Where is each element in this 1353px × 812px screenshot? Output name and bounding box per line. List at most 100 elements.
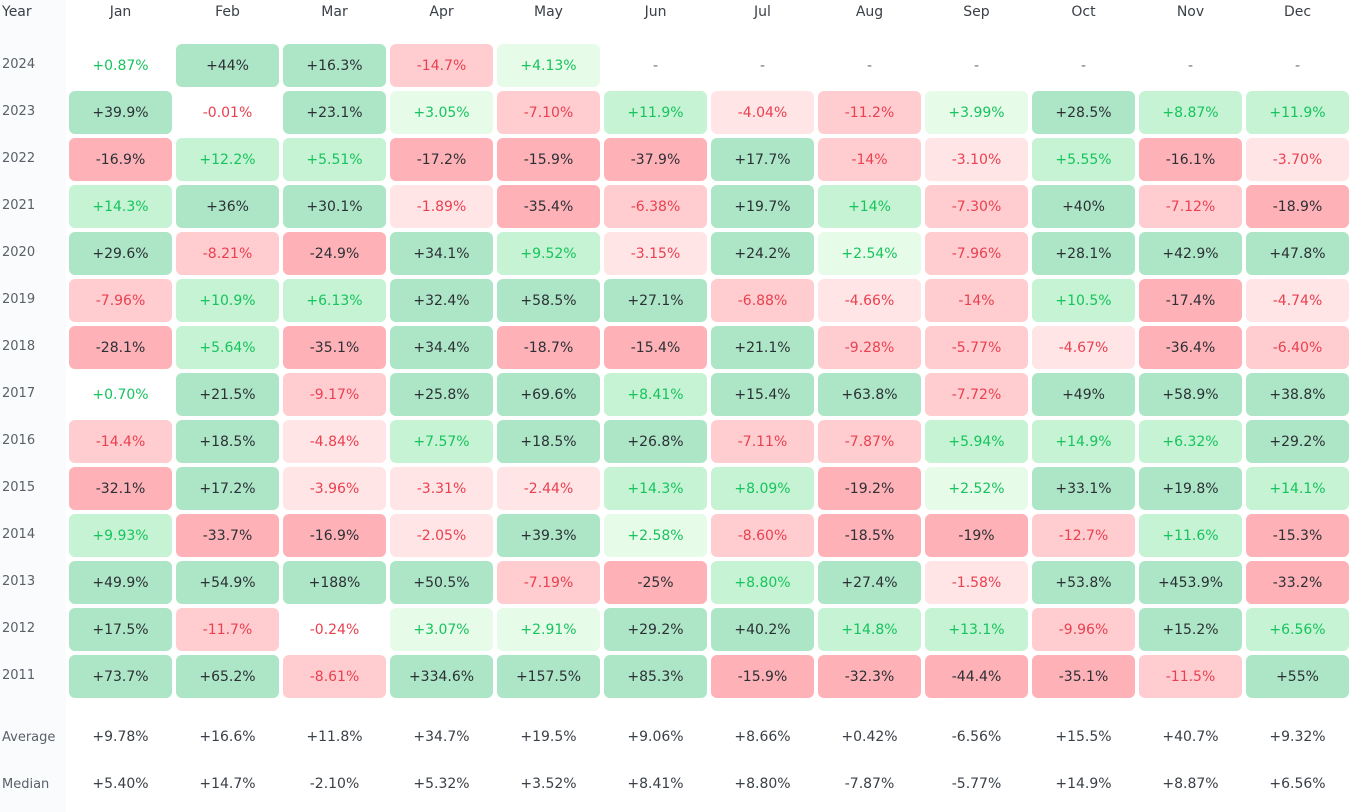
cell-2020-may[interactable]: +9.52% [497, 232, 600, 275]
cell-2018-may[interactable]: -18.7% [497, 326, 600, 369]
cell-2024-jun[interactable]: - [652, 57, 659, 74]
cell-2021-dec[interactable]: -18.9% [1246, 185, 1349, 228]
cell-2012-dec[interactable]: +6.56% [1246, 608, 1349, 651]
cell-2023-jul[interactable]: -4.04% [711, 91, 814, 134]
cell-2017-apr[interactable]: +25.8% [390, 373, 493, 416]
cell-2011-may[interactable]: +157.5% [497, 655, 600, 698]
cell-2017-jan[interactable]: +0.70% [69, 373, 172, 416]
cell-2016-sep[interactable]: +5.94% [925, 420, 1028, 463]
cell-2023-aug[interactable]: -11.2% [818, 91, 921, 134]
cell-2019-apr[interactable]: +32.4% [390, 279, 493, 322]
cell-2012-oct[interactable]: -9.96% [1032, 608, 1135, 651]
cell-2024-jan[interactable]: +0.87% [69, 44, 172, 87]
cell-2018-feb[interactable]: +5.64% [176, 326, 279, 369]
cell-2021-nov[interactable]: -7.12% [1139, 185, 1242, 228]
cell-2017-mar[interactable]: -9.17% [283, 373, 386, 416]
cell-2021-jan[interactable]: +14.3% [69, 185, 172, 228]
cell-2014-dec[interactable]: -15.3% [1246, 514, 1349, 557]
cell-2020-sep[interactable]: -7.96% [925, 232, 1028, 275]
cell-2022-nov[interactable]: -16.1% [1139, 138, 1242, 181]
cell-2020-feb[interactable]: -8.21% [176, 232, 279, 275]
cell-2014-jul[interactable]: -8.60% [711, 514, 814, 557]
cell-2022-may[interactable]: -15.9% [497, 138, 600, 181]
cell-2017-sep[interactable]: -7.72% [925, 373, 1028, 416]
cell-2023-may[interactable]: -7.10% [497, 91, 600, 134]
cell-2018-oct[interactable]: -4.67% [1032, 326, 1135, 369]
cell-2021-apr[interactable]: -1.89% [390, 185, 493, 228]
cell-2011-aug[interactable]: -32.3% [818, 655, 921, 698]
cell-2023-jun[interactable]: +11.9% [604, 91, 707, 134]
cell-2022-jan[interactable]: -16.9% [69, 138, 172, 181]
cell-2015-sep[interactable]: +2.52% [925, 467, 1028, 510]
cell-2011-feb[interactable]: +65.2% [176, 655, 279, 698]
cell-2018-jan[interactable]: -28.1% [69, 326, 172, 369]
cell-2013-mar[interactable]: +188% [283, 561, 386, 604]
cell-2024-nov[interactable]: - [1187, 57, 1194, 74]
cell-2018-jun[interactable]: -15.4% [604, 326, 707, 369]
cell-2017-jul[interactable]: +15.4% [711, 373, 814, 416]
cell-2011-oct[interactable]: -35.1% [1032, 655, 1135, 698]
cell-2020-aug[interactable]: +2.54% [818, 232, 921, 275]
cell-2019-nov[interactable]: -17.4% [1139, 279, 1242, 322]
cell-2020-oct[interactable]: +28.1% [1032, 232, 1135, 275]
cell-2021-oct[interactable]: +40% [1032, 185, 1135, 228]
cell-2014-jun[interactable]: +2.58% [604, 514, 707, 557]
cell-2015-nov[interactable]: +19.8% [1139, 467, 1242, 510]
cell-2013-feb[interactable]: +54.9% [176, 561, 279, 604]
cell-2013-jul[interactable]: +8.80% [711, 561, 814, 604]
cell-2015-dec[interactable]: +14.1% [1246, 467, 1349, 510]
cell-2015-apr[interactable]: -3.31% [390, 467, 493, 510]
cell-2016-oct[interactable]: +14.9% [1032, 420, 1135, 463]
cell-2021-may[interactable]: -35.4% [497, 185, 600, 228]
cell-2013-oct[interactable]: +53.8% [1032, 561, 1135, 604]
cell-2020-mar[interactable]: -24.9% [283, 232, 386, 275]
cell-2024-oct[interactable]: - [1080, 57, 1087, 74]
cell-2018-apr[interactable]: +34.4% [390, 326, 493, 369]
cell-2018-mar[interactable]: -35.1% [283, 326, 386, 369]
cell-2011-dec[interactable]: +55% [1246, 655, 1349, 698]
cell-2023-oct[interactable]: +28.5% [1032, 91, 1135, 134]
cell-2015-mar[interactable]: -3.96% [283, 467, 386, 510]
cell-2012-sep[interactable]: +13.1% [925, 608, 1028, 651]
cell-2022-feb[interactable]: +12.2% [176, 138, 279, 181]
cell-2017-aug[interactable]: +63.8% [818, 373, 921, 416]
cell-2019-feb[interactable]: +10.9% [176, 279, 279, 322]
cell-2012-mar[interactable]: -0.24% [283, 608, 386, 651]
cell-2016-feb[interactable]: +18.5% [176, 420, 279, 463]
cell-2013-aug[interactable]: +27.4% [818, 561, 921, 604]
cell-2011-jan[interactable]: +73.7% [69, 655, 172, 698]
cell-2013-sep[interactable]: -1.58% [925, 561, 1028, 604]
cell-2022-aug[interactable]: -14% [818, 138, 921, 181]
cell-2020-dec[interactable]: +47.8% [1246, 232, 1349, 275]
cell-2014-apr[interactable]: -2.05% [390, 514, 493, 557]
cell-2020-apr[interactable]: +34.1% [390, 232, 493, 275]
cell-2013-jun[interactable]: -25% [604, 561, 707, 604]
cell-2024-mar[interactable]: +16.3% [283, 44, 386, 87]
cell-2014-oct[interactable]: -12.7% [1032, 514, 1135, 557]
cell-2024-feb[interactable]: +44% [176, 44, 279, 87]
cell-2022-jul[interactable]: +17.7% [711, 138, 814, 181]
cell-2013-jan[interactable]: +49.9% [69, 561, 172, 604]
cell-2017-jun[interactable]: +8.41% [604, 373, 707, 416]
cell-2019-aug[interactable]: -4.66% [818, 279, 921, 322]
cell-2012-aug[interactable]: +14.8% [818, 608, 921, 651]
cell-2016-jul[interactable]: -7.11% [711, 420, 814, 463]
cell-2020-nov[interactable]: +42.9% [1139, 232, 1242, 275]
cell-2021-aug[interactable]: +14% [818, 185, 921, 228]
cell-2011-apr[interactable]: +334.6% [390, 655, 493, 698]
cell-2015-feb[interactable]: +17.2% [176, 467, 279, 510]
cell-2012-apr[interactable]: +3.07% [390, 608, 493, 651]
cell-2013-may[interactable]: -7.19% [497, 561, 600, 604]
cell-2018-jul[interactable]: +21.1% [711, 326, 814, 369]
cell-2012-may[interactable]: +2.91% [497, 608, 600, 651]
cell-2017-dec[interactable]: +38.8% [1246, 373, 1349, 416]
cell-2019-dec[interactable]: -4.74% [1246, 279, 1349, 322]
cell-2015-oct[interactable]: +33.1% [1032, 467, 1135, 510]
cell-2024-aug[interactable]: - [866, 57, 873, 74]
cell-2012-jul[interactable]: +40.2% [711, 608, 814, 651]
cell-2021-feb[interactable]: +36% [176, 185, 279, 228]
cell-2019-may[interactable]: +58.5% [497, 279, 600, 322]
cell-2021-sep[interactable]: -7.30% [925, 185, 1028, 228]
cell-2019-jul[interactable]: -6.88% [711, 279, 814, 322]
cell-2011-nov[interactable]: -11.5% [1139, 655, 1242, 698]
